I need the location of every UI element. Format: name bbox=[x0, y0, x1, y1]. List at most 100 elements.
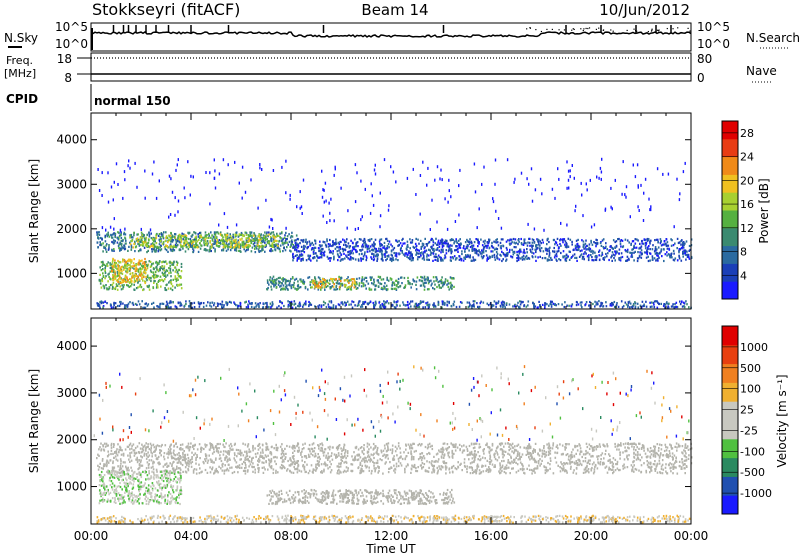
data-cell bbox=[116, 288, 119, 291]
data-cell bbox=[579, 254, 582, 257]
data-cell bbox=[388, 204, 390, 208]
data-cell bbox=[136, 238, 139, 241]
data-cell bbox=[584, 457, 587, 460]
freq-tick-top: 18 bbox=[57, 52, 72, 66]
data-cell bbox=[580, 463, 583, 466]
data-cell bbox=[391, 254, 393, 257]
data-cell bbox=[270, 306, 272, 309]
data-cell bbox=[285, 280, 287, 283]
data-cell bbox=[636, 163, 639, 167]
data-cell bbox=[419, 302, 421, 305]
data-cell bbox=[445, 472, 447, 475]
data-cell bbox=[245, 237, 248, 240]
data-cell bbox=[618, 252, 620, 255]
data-cell bbox=[542, 241, 544, 244]
data-cell bbox=[649, 242, 651, 245]
data-cell bbox=[113, 249, 115, 252]
data-cell bbox=[192, 175, 194, 179]
data-cell bbox=[102, 262, 104, 265]
data-cell bbox=[336, 288, 339, 291]
data-cell bbox=[113, 227, 115, 231]
noise-right-label: N.Search bbox=[746, 31, 800, 45]
data-cell bbox=[110, 278, 112, 281]
data-cell bbox=[431, 198, 433, 202]
data-cell bbox=[419, 301, 422, 304]
data-cell bbox=[518, 240, 520, 243]
data-cell bbox=[338, 243, 341, 246]
data-cell bbox=[142, 449, 145, 452]
data-cell bbox=[649, 240, 651, 243]
data-cell bbox=[374, 172, 377, 176]
data-cell bbox=[117, 304, 119, 308]
data-cell bbox=[399, 252, 401, 255]
data-cell bbox=[396, 240, 399, 243]
data-cell bbox=[171, 261, 173, 264]
data-cell bbox=[683, 306, 686, 309]
data-cell bbox=[665, 242, 667, 245]
data-cell bbox=[121, 246, 124, 249]
data-cell bbox=[446, 239, 448, 242]
data-cell bbox=[290, 277, 292, 281]
data-cell bbox=[118, 260, 121, 264]
data-cell bbox=[134, 302, 137, 306]
data-cell bbox=[191, 302, 193, 305]
data-cell bbox=[549, 303, 552, 306]
data-cell bbox=[146, 275, 149, 279]
data-cell bbox=[239, 247, 242, 250]
data-cell bbox=[298, 469, 301, 472]
data-cell bbox=[671, 256, 673, 259]
data-cell bbox=[110, 306, 113, 309]
data-cell bbox=[371, 194, 373, 198]
data-cell bbox=[648, 245, 650, 248]
data-cell bbox=[159, 268, 161, 271]
data-cell bbox=[171, 288, 174, 292]
data-cell bbox=[568, 186, 570, 190]
data-cell bbox=[176, 461, 179, 464]
data-cell bbox=[252, 470, 254, 473]
data-cell bbox=[449, 281, 452, 284]
data-cell bbox=[403, 276, 406, 280]
data-cell bbox=[151, 248, 153, 251]
data-cell bbox=[655, 300, 657, 303]
data-cell bbox=[517, 250, 520, 253]
data-cell bbox=[503, 301, 505, 304]
data-cell bbox=[611, 303, 614, 306]
data-cell bbox=[177, 237, 180, 240]
data-cell bbox=[526, 244, 529, 247]
data-cell bbox=[664, 306, 666, 309]
data-cell bbox=[408, 250, 410, 253]
data-cell bbox=[497, 217, 500, 220]
data-cell bbox=[279, 445, 282, 448]
data-cell bbox=[134, 240, 136, 243]
data-cell bbox=[130, 261, 132, 264]
data-cell bbox=[477, 241, 479, 244]
data-cell bbox=[340, 258, 343, 261]
data-cell bbox=[580, 304, 582, 307]
data-cell bbox=[149, 245, 152, 248]
data-cell bbox=[600, 170, 603, 174]
data-cell bbox=[312, 257, 315, 260]
data-cell bbox=[412, 442, 414, 445]
data-cell bbox=[190, 241, 193, 244]
data-cell bbox=[294, 302, 297, 305]
data-cell bbox=[343, 243, 345, 246]
data-cell bbox=[567, 255, 569, 258]
noise-search-dot bbox=[636, 30, 638, 32]
nave-tick-bottom: 0 bbox=[697, 71, 705, 85]
data-cell bbox=[285, 286, 288, 289]
data-cell bbox=[170, 281, 172, 284]
data-cell bbox=[284, 249, 287, 252]
data-cell bbox=[225, 249, 228, 252]
data-cell bbox=[294, 278, 296, 281]
data-cell bbox=[689, 248, 691, 251]
noise-search-dot bbox=[666, 27, 668, 30]
data-cell bbox=[613, 305, 616, 308]
data-cell bbox=[397, 464, 400, 468]
data-cell bbox=[349, 245, 352, 248]
data-cell bbox=[148, 239, 150, 242]
data-cell bbox=[325, 283, 327, 286]
data-cell bbox=[340, 277, 343, 280]
data-cell bbox=[678, 251, 680, 254]
data-cell bbox=[320, 282, 322, 286]
